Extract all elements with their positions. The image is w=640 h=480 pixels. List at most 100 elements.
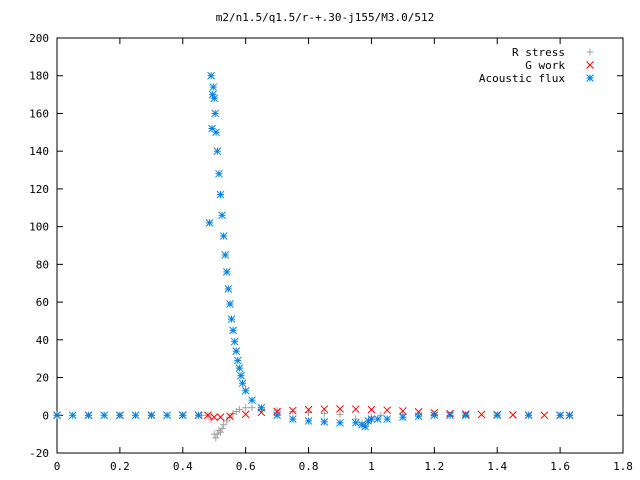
data-point: [147, 411, 156, 420]
data-point: [241, 410, 250, 419]
y-tick-label: 40: [36, 334, 49, 347]
data-point: [232, 347, 241, 355]
data-point: [241, 386, 250, 395]
data-point: [235, 364, 244, 372]
data-point: [273, 411, 281, 420]
data-point: [383, 415, 392, 423]
data-point: [131, 411, 140, 420]
data-point: [229, 326, 237, 335]
data-point: [100, 411, 109, 420]
data-point: [215, 169, 223, 178]
data-point: [273, 407, 281, 416]
series-r-stress: [53, 404, 574, 442]
data-point: [220, 421, 228, 429]
data-point: [289, 408, 297, 415]
y-tick-label: 60: [36, 296, 49, 309]
data-point: [351, 405, 360, 413]
data-point: [210, 413, 219, 422]
data-point: [540, 411, 549, 420]
data-point: [212, 128, 220, 137]
data-point: [116, 411, 124, 420]
data-point: [493, 411, 502, 420]
data-point: [242, 404, 250, 412]
data-point: [232, 408, 240, 415]
data-point: [320, 418, 329, 426]
x-tick-label: 1.8: [613, 460, 633, 473]
y-tick-label: 80: [36, 258, 49, 271]
data-point: [304, 417, 313, 425]
data-point: [304, 405, 313, 414]
data-point: [213, 430, 221, 438]
data-point: [235, 406, 243, 414]
data-point: [351, 418, 360, 427]
chart-title: m2/n1.5/q1.5/r-+.30-j155/M3.0/512: [216, 11, 435, 24]
y-tick-label: 100: [29, 221, 49, 234]
x-tick-label: 0.4: [173, 460, 193, 473]
data-point: [399, 407, 407, 415]
legend-marker-icon: [586, 48, 594, 56]
data-point: [210, 94, 219, 103]
data-point: [524, 411, 533, 420]
legend-marker-icon: [586, 74, 594, 82]
data-point: [163, 411, 171, 420]
data-point: [207, 71, 215, 80]
data-point: [430, 411, 439, 420]
legend-label: Acoustic flux: [479, 72, 565, 85]
data-point: [194, 411, 203, 420]
data-point: [223, 417, 231, 425]
data-point: [53, 411, 61, 420]
data-point: [205, 219, 214, 227]
data-point: [461, 411, 470, 420]
data-point: [414, 412, 423, 421]
data-point: [320, 409, 328, 417]
data-point: [209, 83, 218, 91]
y-tick-label: 180: [29, 70, 49, 83]
data-point: [336, 410, 344, 418]
data-point: [257, 403, 266, 412]
data-point: [361, 422, 370, 431]
data-point: [248, 396, 256, 405]
series-acoustic-flux: [53, 71, 574, 431]
data-point: [217, 428, 225, 436]
x-tick-label: 0: [54, 460, 61, 473]
x-tick-label: 1.4: [487, 460, 507, 473]
legend-label: R stress: [512, 46, 565, 59]
data-point: [399, 413, 407, 422]
data-point: [336, 405, 344, 413]
x-tick-label: 1: [368, 460, 375, 473]
y-tick-label: 20: [36, 372, 49, 385]
y-tick-label: 120: [29, 183, 49, 196]
data-point: [68, 411, 77, 420]
data-point: [227, 315, 236, 323]
series-layer: [53, 71, 574, 442]
x-tick-label: 0.6: [236, 460, 256, 473]
data-point: [212, 434, 220, 442]
data-point: [233, 356, 242, 365]
data-point: [288, 415, 297, 423]
data-point: [565, 411, 574, 420]
data-point: [230, 337, 239, 346]
x-tick-label: 1.2: [424, 460, 444, 473]
data-point: [84, 411, 93, 420]
plot-frame: [56, 37, 624, 454]
data-point: [222, 268, 231, 276]
data-point: [367, 405, 376, 414]
y-axis-ticks: -20 0 20 40 60 80 100 120 140 160 180 200: [29, 32, 623, 460]
legend-label: G work: [525, 59, 565, 72]
data-point: [477, 410, 486, 419]
y-tick-label: 160: [29, 107, 49, 120]
data-point: [178, 411, 187, 420]
data-point: [213, 147, 222, 156]
data-point: [367, 415, 376, 423]
data-point: [320, 405, 329, 413]
data-point: [216, 413, 225, 422]
data-point: [237, 371, 245, 380]
data-point: [224, 285, 233, 293]
data-point: [211, 109, 220, 118]
data-point: [226, 412, 234, 421]
data-point: [218, 211, 226, 220]
data-point: [238, 379, 247, 388]
data-point: [215, 426, 223, 434]
